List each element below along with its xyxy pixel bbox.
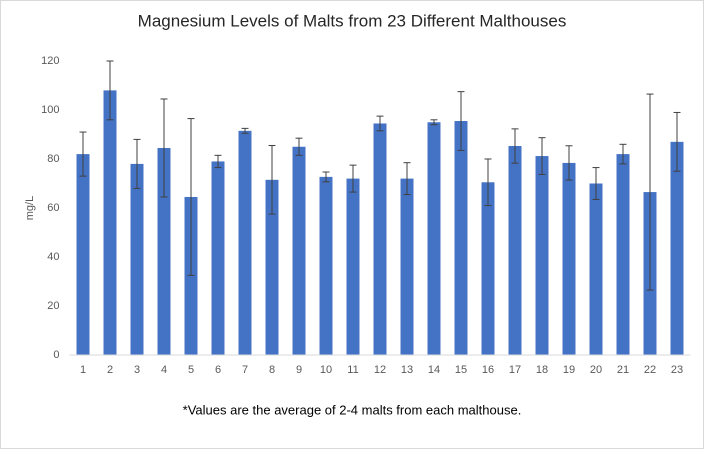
chart-title: Magnesium Levels of Malts from 23 Differ… (138, 11, 567, 30)
bar (400, 178, 414, 355)
bar (292, 146, 306, 355)
x-tick-label: 9 (296, 364, 302, 376)
error-bar (322, 171, 330, 183)
x-tick-label: 20 (590, 364, 602, 376)
y-tick-label: 0 (53, 349, 59, 361)
bar (508, 146, 522, 355)
x-tick-label: 10 (320, 364, 332, 376)
error-bar (538, 137, 546, 175)
error-bar (376, 115, 384, 132)
error-bar (295, 137, 303, 156)
bar (562, 162, 576, 355)
error-bar (160, 98, 168, 198)
bar (346, 178, 360, 355)
bar (265, 179, 279, 355)
bar (616, 154, 630, 355)
x-tick-label: 12 (374, 364, 386, 376)
bar (130, 163, 144, 355)
x-tick-label: 19 (563, 364, 575, 376)
error-bar (484, 158, 492, 207)
error-bar (592, 167, 600, 200)
y-tick-label: 40 (47, 251, 59, 263)
bar (103, 90, 117, 356)
x-tick-label: 18 (536, 364, 548, 376)
bar (454, 121, 468, 356)
error-bar (349, 164, 357, 193)
y-tick-label: 20 (47, 300, 59, 312)
error-bar (457, 91, 465, 151)
x-tick-label: 1 (80, 364, 86, 376)
error-bar (268, 145, 276, 215)
bar (184, 196, 198, 355)
error-bar (565, 145, 573, 181)
footnote: *Values are the average of 2-4 malts fro… (183, 402, 522, 417)
error-bar (430, 119, 438, 126)
bar (157, 147, 171, 355)
x-tick-label: 14 (428, 364, 440, 376)
x-tick-label: 5 (188, 364, 194, 376)
x-tick-label: 2 (107, 364, 113, 376)
bar (76, 154, 90, 355)
error-bar (673, 111, 681, 172)
x-tick-label: 23 (671, 364, 683, 376)
error-bar (187, 118, 195, 276)
x-tick-label: 6 (215, 364, 221, 376)
x-tick-label: 21 (617, 364, 629, 376)
error-bar (133, 138, 141, 189)
x-tick-label: 8 (269, 364, 275, 376)
error-bar (403, 162, 411, 196)
y-tick-label: 120 (41, 55, 59, 67)
x-tick-label: 13 (401, 364, 413, 376)
x-tick-label: 3 (134, 364, 140, 376)
error-bar (79, 131, 87, 177)
error-bar (241, 127, 249, 134)
y-tick-label: 60 (47, 202, 59, 214)
y-tick-label: 100 (41, 104, 59, 116)
y-tick-label: 80 (47, 153, 59, 165)
y-axis-label: mg/L (24, 196, 36, 220)
x-tick-label: 7 (242, 364, 248, 376)
bar (481, 182, 495, 355)
x-tick-label: 4 (161, 364, 167, 376)
x-tick-label: 15 (455, 364, 467, 376)
bar (211, 161, 225, 355)
bar (427, 122, 441, 355)
x-tick-label: 16 (482, 364, 494, 376)
x-tick-label: 22 (644, 364, 656, 376)
error-bar (214, 154, 222, 169)
x-tick-label: 11 (347, 364, 358, 376)
error-bar (106, 60, 114, 121)
error-bar (619, 143, 627, 165)
bar (319, 176, 333, 355)
error-bar (646, 93, 654, 291)
bar (373, 123, 387, 355)
bar (670, 141, 684, 355)
error-bar (511, 128, 519, 164)
bar (535, 156, 549, 355)
bar (238, 130, 252, 355)
x-tick-label: 17 (509, 364, 521, 376)
bar (589, 183, 603, 355)
